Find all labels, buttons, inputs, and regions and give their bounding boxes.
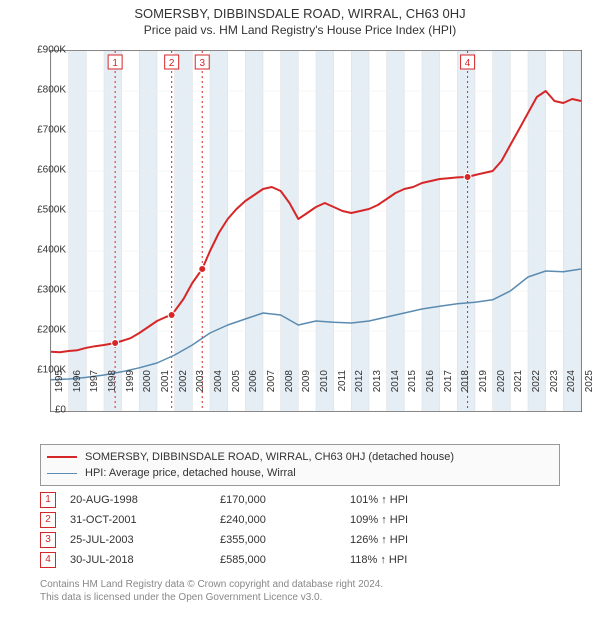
sale-row: 1 20-AUG-1998£170,000101% ↑ HPI	[40, 490, 560, 510]
sale-date: 25-JUL-2003	[70, 534, 220, 546]
x-tick-label: 2015	[407, 370, 418, 392]
sale-price: £170,000	[220, 494, 350, 506]
footer-line2: This data is licensed under the Open Gov…	[40, 591, 383, 604]
x-tick-label: 2001	[160, 370, 171, 392]
legend-swatch	[47, 456, 77, 458]
sale-price: £240,000	[220, 514, 350, 526]
sale-date: 31-OCT-2001	[70, 514, 220, 526]
x-tick-label: 2000	[142, 370, 153, 392]
chart-plot: 1 2 3 4	[50, 50, 582, 412]
legend-label: HPI: Average price, detached house, Wirr…	[85, 467, 296, 479]
svg-text:3: 3	[199, 58, 205, 69]
x-tick-label: 2016	[425, 370, 436, 392]
x-tick-label: 1996	[72, 370, 83, 392]
y-tick-label: £900K	[37, 45, 66, 56]
x-tick-label: 2003	[195, 370, 206, 392]
y-tick-label: £600K	[37, 165, 66, 176]
sale-marker-box: 4	[40, 552, 56, 568]
x-tick-label: 2007	[266, 370, 277, 392]
y-tick-label: £500K	[37, 205, 66, 216]
x-tick-label: 2005	[231, 370, 242, 392]
x-tick-label: 2021	[513, 370, 524, 392]
x-tick-label: 2010	[319, 370, 330, 392]
x-tick-label: 2013	[372, 370, 383, 392]
legend-item: HPI: Average price, detached house, Wirr…	[47, 465, 553, 481]
x-tick-label: 1998	[107, 370, 118, 392]
sale-date: 30-JUL-2018	[70, 554, 220, 566]
chart-svg: 1 2 3 4	[51, 51, 581, 411]
x-tick-label: 2004	[213, 370, 224, 392]
x-tick-label: 2023	[549, 370, 560, 392]
legend-box: SOMERSBY, DIBBINSDALE ROAD, WIRRAL, CH63…	[40, 444, 560, 486]
footer-attribution: Contains HM Land Registry data © Crown c…	[40, 578, 383, 604]
x-tick-label: 2002	[178, 370, 189, 392]
sale-marker-box: 2	[40, 512, 56, 528]
x-tick-label: 1997	[89, 370, 100, 392]
x-tick-label: 2020	[496, 370, 507, 392]
y-tick-label: £200K	[37, 325, 66, 336]
legend-item: SOMERSBY, DIBBINSDALE ROAD, WIRRAL, CH63…	[47, 449, 553, 465]
x-tick-label: 2025	[584, 370, 595, 392]
svg-text:2: 2	[169, 58, 175, 69]
sale-row: 4 30-JUL-2018£585,000118% ↑ HPI	[40, 550, 560, 570]
sale-date: 20-AUG-1998	[70, 494, 220, 506]
footer-line1: Contains HM Land Registry data © Crown c…	[40, 578, 383, 591]
x-tick-label: 2014	[390, 370, 401, 392]
x-tick-label: 2009	[301, 370, 312, 392]
page-subtitle: Price paid vs. HM Land Registry's House …	[0, 23, 600, 37]
y-tick-label: £700K	[37, 125, 66, 136]
sales-table: 1 20-AUG-1998£170,000101% ↑ HPI 2 31-OCT-20…	[40, 490, 560, 570]
svg-text:1: 1	[112, 58, 118, 69]
x-tick-label: 2024	[566, 370, 577, 392]
y-tick-label: £400K	[37, 245, 66, 256]
page-title: SOMERSBY, DIBBINSDALE ROAD, WIRRAL, CH63…	[0, 6, 600, 21]
x-tick-label: 1999	[125, 370, 136, 392]
sale-price: £355,000	[220, 534, 350, 546]
sale-price: £585,000	[220, 554, 350, 566]
x-tick-label: 2012	[354, 370, 365, 392]
sale-row: 3 25-JUL-2003£355,000126% ↑ HPI	[40, 530, 560, 550]
svg-text:4: 4	[465, 58, 471, 69]
sale-pct: 126% ↑ HPI	[350, 534, 450, 546]
x-tick-label: 2008	[284, 370, 295, 392]
legend-label: SOMERSBY, DIBBINSDALE ROAD, WIRRAL, CH63…	[85, 451, 454, 463]
sale-row: 2 31-OCT-2001£240,000109% ↑ HPI	[40, 510, 560, 530]
legend-swatch	[47, 473, 77, 474]
sale-pct: 101% ↑ HPI	[350, 494, 450, 506]
sale-pct: 118% ↑ HPI	[350, 554, 450, 566]
x-tick-label: 2019	[478, 370, 489, 392]
x-tick-label: 2011	[337, 370, 348, 392]
y-tick-label: £800K	[37, 85, 66, 96]
x-tick-label: 2018	[460, 370, 471, 392]
y-tick-label: £0	[55, 405, 66, 416]
sale-marker-box: 1	[40, 492, 56, 508]
y-tick-label: £300K	[37, 285, 66, 296]
x-tick-label: 2017	[443, 370, 454, 392]
sale-marker-box: 3	[40, 532, 56, 548]
x-tick-label: 2006	[248, 370, 259, 392]
sale-pct: 109% ↑ HPI	[350, 514, 450, 526]
x-tick-label: 1995	[54, 370, 65, 392]
x-tick-label: 2022	[531, 370, 542, 392]
